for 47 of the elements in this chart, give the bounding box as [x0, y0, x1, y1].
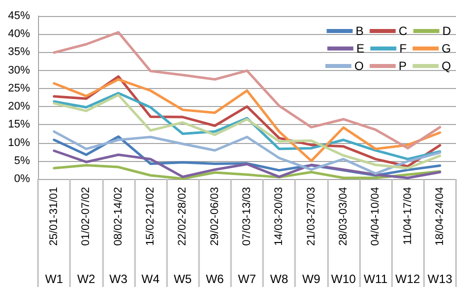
x-tick-label: 01/02-07/02 [80, 187, 92, 246]
x-tick-label: 22/02-28/02 [176, 187, 189, 246]
x-tick-label: 07/03-13/03 [241, 187, 253, 246]
text: W8 [270, 272, 288, 286]
y-tick-label: 35% [8, 46, 30, 58]
y-tick-label: 10% [8, 136, 30, 149]
x-tick-label: 18/04-24/04 [434, 187, 446, 246]
x-tick-label: 04/04-10/04 [370, 187, 382, 246]
legend-label: O [354, 59, 364, 73]
legend-label: D [442, 24, 452, 38]
x-tick-label: 08/02-14/02 [112, 187, 124, 246]
x-tick-label: 15/02-21/02 [144, 187, 157, 246]
legend-label: C [398, 24, 408, 38]
text: W1 [45, 272, 64, 286]
text: W4 [142, 272, 160, 286]
y-tick-label: 45% [8, 10, 30, 22]
y-tick-label: 40% [8, 28, 30, 40]
x-tick-label: 25/01-31/01 [48, 187, 60, 246]
x-tick-label: 28/03-03/04 [337, 187, 350, 246]
text: W3 [109, 272, 128, 286]
text: W10 [331, 272, 356, 286]
text: W11 [364, 272, 388, 286]
legend-label: B [356, 24, 364, 38]
legend-label: E [356, 42, 364, 56]
y-tick-label: 30% [8, 64, 30, 76]
text: W7 [238, 272, 256, 286]
legend-label: Q [442, 59, 452, 73]
x-tick-label: 14/03-20/03 [273, 187, 286, 246]
text: W13 [428, 272, 453, 286]
y-tick-label: 15% [8, 118, 30, 131]
text: W6 [206, 272, 224, 286]
text: W12 [395, 272, 420, 286]
text: W2 [77, 272, 96, 286]
x-tick-label: 29/02-06/03 [208, 187, 221, 246]
legend-label: F [399, 42, 407, 56]
legend-label: P [398, 59, 407, 73]
line-series [52, 149, 442, 180]
y-tick-label: 0% [14, 173, 30, 185]
legend-label: G [442, 42, 452, 56]
line-series [52, 164, 442, 180]
x-tick-label: 11/04-17/04 [402, 187, 414, 245]
y-tick-label: 20% [8, 100, 30, 113]
y-tick-label: 25% [8, 82, 30, 94]
text: W5 [174, 272, 192, 286]
x-tick-label: 21/03-27/03 [305, 187, 318, 246]
text: W9 [302, 272, 321, 286]
y-tick-label: 5% [14, 154, 30, 167]
